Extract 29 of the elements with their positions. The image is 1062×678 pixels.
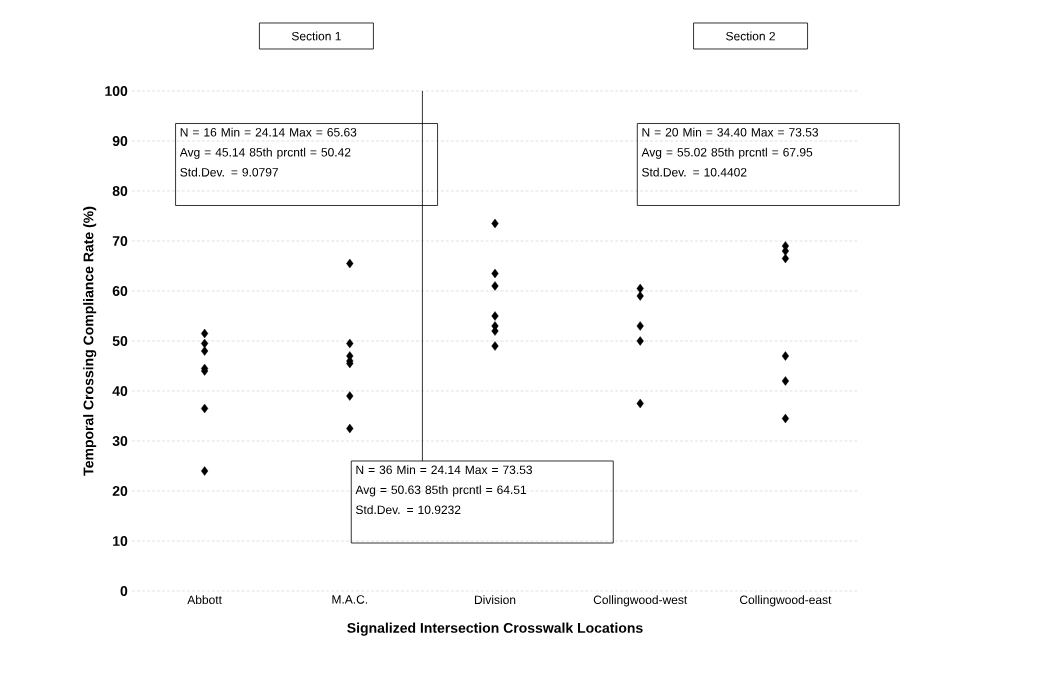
y-tick-label: 60 xyxy=(112,286,128,296)
x-axis-title: Signalized Intersection Crosswalk Locations xyxy=(347,622,643,636)
annotation: Avg = 45.14 85th prcntl = 50.42 xyxy=(179,147,351,159)
text: Section 1 xyxy=(291,31,341,41)
annotation: Std.Dev. = 9.0797 xyxy=(180,167,278,177)
y-tick-label: 30 xyxy=(112,436,128,446)
y-tick-label: 50 xyxy=(112,336,128,346)
y-tick-label: 20 xyxy=(112,486,128,496)
y-tick-label: 90 xyxy=(112,136,128,146)
x-tick-label: Abbott xyxy=(187,595,222,605)
y-axis-title: Temporal Crossing Compliance Rate (%) xyxy=(83,206,97,476)
annotation: N = 16 Min = 24.14 Max = 65.63 xyxy=(180,127,357,137)
y-tick-label: 80 xyxy=(112,186,128,196)
annotation: Std.Dev. = 10.9232 xyxy=(356,505,461,515)
x-tick-label: Division xyxy=(474,595,516,605)
y-tick-label: 0 xyxy=(120,586,128,596)
x-tick-label: Collingwood-west xyxy=(593,595,688,607)
annotation: N = 20 Min = 34.40 Max = 73.53 xyxy=(642,127,819,137)
y-tick-label: 100 xyxy=(105,86,128,96)
y-tick-label: 40 xyxy=(112,386,128,396)
x-tick-label: Collingwood-east xyxy=(739,595,832,607)
annotation: Avg = 50.63 85th prcntl = 64.51 xyxy=(355,485,527,497)
annotation: N = 36 Min = 24.14 Max = 73.53 xyxy=(356,465,532,475)
annotation: Std.Dev. = 10.4402 xyxy=(642,167,747,177)
y-tick-label: 70 xyxy=(112,236,128,246)
x-tick-label: M.A.C. xyxy=(332,595,368,604)
annotation: Avg = 55.02 85th prcntl = 67.95 xyxy=(641,147,813,159)
y-tick-label: 10 xyxy=(113,536,128,546)
text: Section 2 xyxy=(726,31,775,41)
